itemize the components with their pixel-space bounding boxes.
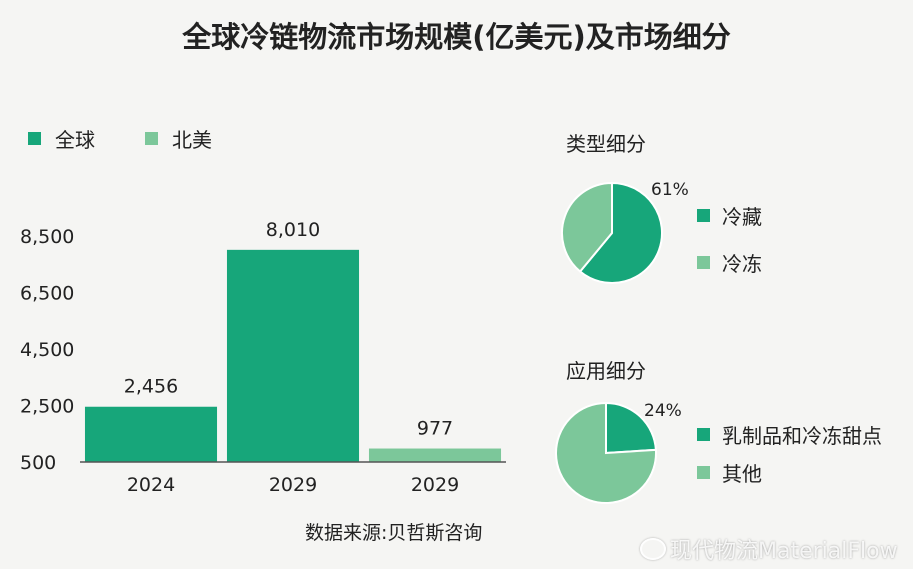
x-tick-label: 2029 <box>411 474 459 496</box>
legend-item-global: 全球 <box>28 124 95 153</box>
pie-type-legend-item-1: 冷藏 <box>697 201 762 230</box>
y-tick-label: 6,500 <box>20 283 74 305</box>
x-tick-label: 2029 <box>269 474 317 496</box>
y-tick-label: 2,500 <box>20 396 74 418</box>
y-tick-label: 4,500 <box>20 339 74 361</box>
pie-application-legend-label-1: 乳制品和冷冻甜点 <box>722 424 882 448</box>
pie-type-legend-label-1: 冷藏 <box>722 205 762 229</box>
bar-legend: 全球 北美 <box>28 124 262 153</box>
pie-type-slice-1 <box>578 181 663 284</box>
bar-value-label: 2,456 <box>124 376 178 398</box>
y-tick-label: 8,500 <box>20 226 74 248</box>
watermark: 现代物流MaterialFlow <box>640 533 898 565</box>
legend-label-north-america: 北美 <box>172 128 212 152</box>
pie-application-legend-item-1: 乳制品和冷冻甜点 <box>697 420 882 449</box>
pie-application-slice-1 <box>605 401 657 455</box>
pie-type-legend-item-2: 冷冻 <box>697 248 762 277</box>
bar <box>368 448 502 462</box>
pie-application-slice-2 <box>555 401 657 504</box>
legend-swatch-global <box>28 132 41 145</box>
pie-chart-type <box>561 181 663 284</box>
pie-type-legend-swatch-1 <box>697 209 710 222</box>
legend-item-north-america: 北美 <box>145 124 212 153</box>
legend-swatch-north-america <box>145 132 158 145</box>
pie-application-legend-item-2: 其他 <box>697 458 762 487</box>
bar-value-label: 977 <box>417 418 453 440</box>
pie-application-legend-swatch-2 <box>697 466 710 479</box>
pie-type-percent-label: 61% <box>651 180 689 200</box>
watermark-text: 现代物流MaterialFlow <box>670 539 898 564</box>
chart-title: 全球冷链物流市场规模(亿美元)及市场细分 <box>182 20 731 54</box>
weibo-icon <box>640 538 666 560</box>
pie-title-type: 类型细分 <box>566 132 646 156</box>
bar-value-label: 8,010 <box>266 219 320 241</box>
pie-type-slice-2 <box>561 181 613 273</box>
bar <box>84 406 218 462</box>
pie-type-legend-swatch-2 <box>697 256 710 269</box>
pie-type-legend-label-2: 冷冻 <box>722 252 762 276</box>
x-tick-label: 2024 <box>127 474 175 496</box>
pie-application-legend-label-2: 其他 <box>722 462 762 486</box>
pie-chart-application <box>555 401 657 504</box>
y-tick-label: 500 <box>20 452 56 474</box>
bar <box>226 249 360 462</box>
pie-title-application: 应用细分 <box>566 359 646 383</box>
pie-application-percent-label: 24% <box>644 401 682 421</box>
pie-application-legend-swatch-1 <box>697 428 710 441</box>
data-source: 数据来源:贝哲斯咨询 <box>305 522 483 544</box>
legend-label-global: 全球 <box>55 128 95 152</box>
